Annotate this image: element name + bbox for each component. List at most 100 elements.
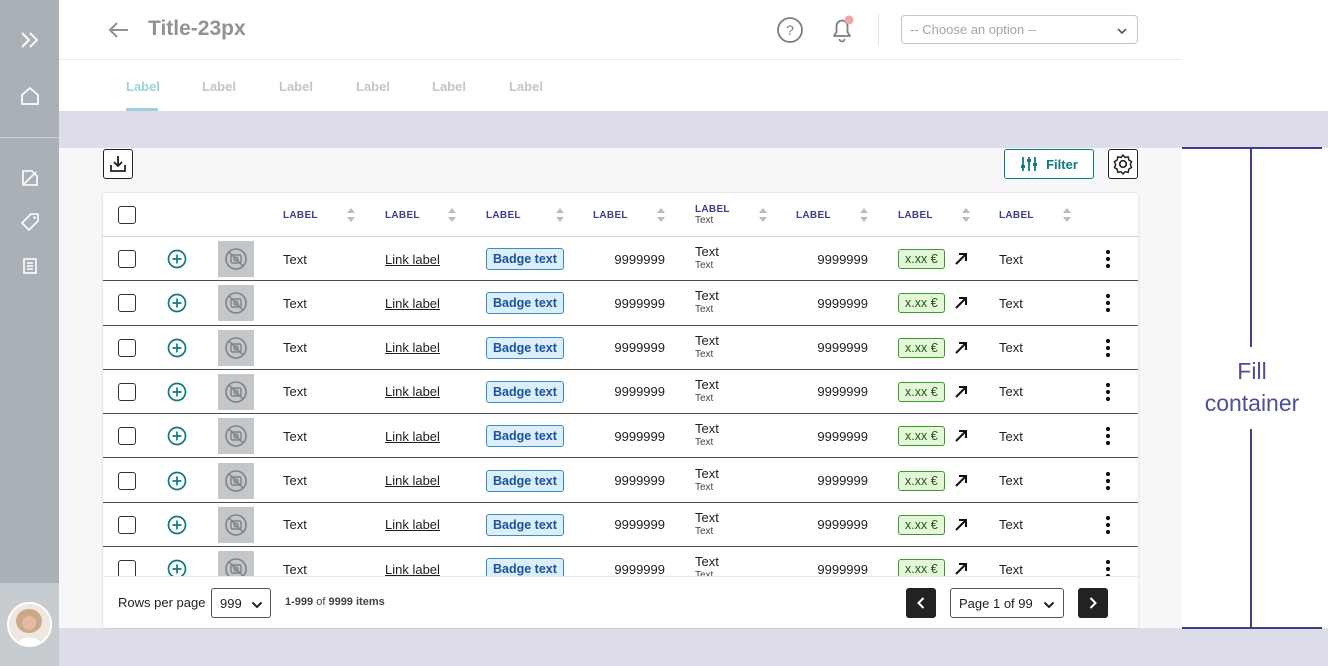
external-link-arrow-icon[interactable]	[954, 385, 968, 399]
row-checkbox[interactable]	[118, 382, 136, 401]
row-link[interactable]: Link label	[385, 251, 440, 267]
home-icon[interactable]	[0, 76, 59, 116]
more-vertical-icon[interactable]	[1105, 426, 1111, 446]
table-row[interactable]: Text Link label Badge text 9999999 Text …	[103, 237, 1138, 282]
table-body: Text Link label Badge text 9999999 Text …	[103, 237, 1138, 576]
next-page-button[interactable]	[1078, 588, 1108, 618]
column-header[interactable]: LABEL Text	[695, 193, 730, 237]
add-circle-icon[interactable]	[167, 471, 187, 491]
sort-icon[interactable]	[961, 207, 971, 223]
number-cell: 9999999	[614, 384, 665, 400]
tab-3[interactable]: Label	[279, 79, 313, 94]
sort-icon[interactable]	[346, 207, 356, 223]
no-image-icon	[225, 292, 247, 315]
column-header[interactable]: LABEL	[593, 193, 628, 237]
row-link[interactable]: Link label	[385, 295, 440, 311]
edit-document-icon[interactable]	[0, 158, 59, 198]
table-row[interactable]: Text Link label Badge text 9999999 Text …	[103, 459, 1138, 503]
more-vertical-icon[interactable]	[1105, 515, 1111, 535]
add-circle-icon[interactable]	[167, 382, 187, 402]
tab-6[interactable]: Label	[509, 79, 543, 94]
two-line-sub: Text	[695, 392, 714, 404]
clipboard-icon[interactable]	[0, 246, 59, 286]
more-vertical-icon[interactable]	[1105, 382, 1111, 402]
more-vertical-icon[interactable]	[1105, 559, 1111, 576]
table-row[interactable]: Text Link label Badge text 9999999 Text …	[103, 326, 1138, 370]
more-vertical-icon[interactable]	[1105, 338, 1111, 358]
table-row[interactable]: Text Link label Badge text 9999999 Text …	[103, 281, 1138, 326]
column-header[interactable]: LABEL	[796, 193, 831, 237]
row-checkbox[interactable]	[118, 338, 136, 357]
add-circle-icon[interactable]	[167, 249, 187, 269]
external-link-arrow-icon[interactable]	[954, 429, 968, 443]
more-vertical-icon[interactable]	[1105, 293, 1111, 313]
tag-icon[interactable]	[0, 202, 59, 242]
right-bottom-band	[1182, 628, 1328, 666]
table-row[interactable]: Text Link label Badge text 9999999 Text …	[103, 414, 1138, 459]
number-cell: 9999999	[817, 295, 868, 311]
back-arrow-icon[interactable]	[107, 18, 131, 42]
image-placeholder	[218, 551, 254, 576]
expand-sidebar-icon[interactable]	[0, 20, 59, 60]
external-link-arrow-icon[interactable]	[954, 341, 968, 355]
column-header[interactable]: LABEL	[486, 193, 521, 237]
row-checkbox[interactable]	[118, 560, 136, 576]
filter-button[interactable]: Filter	[1004, 149, 1094, 179]
two-line-cell: Text Text	[695, 459, 719, 503]
badge-cell: Badge text	[486, 503, 564, 547]
notification-bell-icon[interactable]	[828, 14, 856, 44]
no-image-icon	[225, 381, 247, 403]
column-header[interactable]: LABEL	[283, 193, 318, 237]
sort-icon[interactable]	[1062, 207, 1072, 223]
sort-icon[interactable]	[555, 207, 565, 223]
select-all-checkbox[interactable]	[118, 206, 136, 224]
row-link[interactable]: Link label	[385, 473, 440, 488]
add-cell	[167, 237, 187, 281]
sort-icon[interactable]	[656, 207, 666, 223]
tab-2[interactable]: Label	[202, 79, 236, 94]
previous-page-button[interactable]	[906, 588, 936, 618]
column-header[interactable]: LABEL	[999, 193, 1034, 237]
rows-per-page-select[interactable]: 999	[211, 588, 271, 618]
row-link[interactable]: Link label	[385, 428, 440, 444]
table-row[interactable]: Text Link label Badge text 9999999 Text …	[103, 370, 1138, 415]
tab-4[interactable]: Label	[356, 79, 390, 94]
external-link-arrow-icon[interactable]	[954, 518, 968, 532]
row-checkbox[interactable]	[118, 427, 136, 446]
add-circle-icon[interactable]	[167, 559, 187, 576]
external-link-arrow-icon[interactable]	[954, 252, 968, 266]
download-button[interactable]	[103, 149, 133, 179]
add-circle-icon[interactable]	[167, 293, 187, 313]
more-vertical-icon[interactable]	[1105, 471, 1111, 491]
add-circle-icon[interactable]	[167, 515, 187, 535]
external-link-arrow-icon[interactable]	[954, 296, 968, 310]
row-link[interactable]: Link label	[385, 384, 440, 400]
column-header[interactable]: LABEL	[898, 193, 933, 237]
avatar[interactable]	[7, 602, 52, 647]
sort-icon[interactable]	[447, 207, 457, 223]
tab-1[interactable]: Label	[126, 79, 160, 94]
row-checkbox[interactable]	[118, 515, 136, 534]
option-select[interactable]: -- Choose an option --	[901, 15, 1138, 44]
add-circle-icon[interactable]	[167, 338, 187, 358]
row-checkbox[interactable]	[118, 294, 136, 313]
row-link[interactable]: Link label	[385, 340, 440, 356]
add-circle-icon[interactable]	[167, 426, 187, 446]
external-link-arrow-icon[interactable]	[954, 562, 968, 576]
row-checkbox[interactable]	[118, 471, 136, 490]
table-row[interactable]: Text Link label Badge text 9999999 Text …	[103, 503, 1138, 548]
external-link-arrow-icon[interactable]	[954, 474, 968, 488]
help-icon[interactable]: ?	[776, 16, 804, 44]
sort-icon[interactable]	[859, 207, 869, 223]
table-settings-button[interactable]	[1108, 149, 1138, 179]
sort-icon[interactable]	[758, 207, 768, 223]
table-row[interactable]: Text Link label Badge text 9999999 Text …	[103, 547, 1138, 576]
row-link[interactable]: Link label	[385, 517, 440, 533]
column-header-label: LABEL	[385, 209, 420, 221]
more-vertical-icon[interactable]	[1105, 249, 1111, 269]
column-header[interactable]: LABEL	[385, 193, 420, 237]
tab-5[interactable]: Label	[432, 79, 466, 94]
row-checkbox[interactable]	[118, 250, 136, 268]
row-link[interactable]: Link label	[385, 561, 440, 576]
page-select[interactable]: Page 1 of 99	[950, 588, 1064, 618]
